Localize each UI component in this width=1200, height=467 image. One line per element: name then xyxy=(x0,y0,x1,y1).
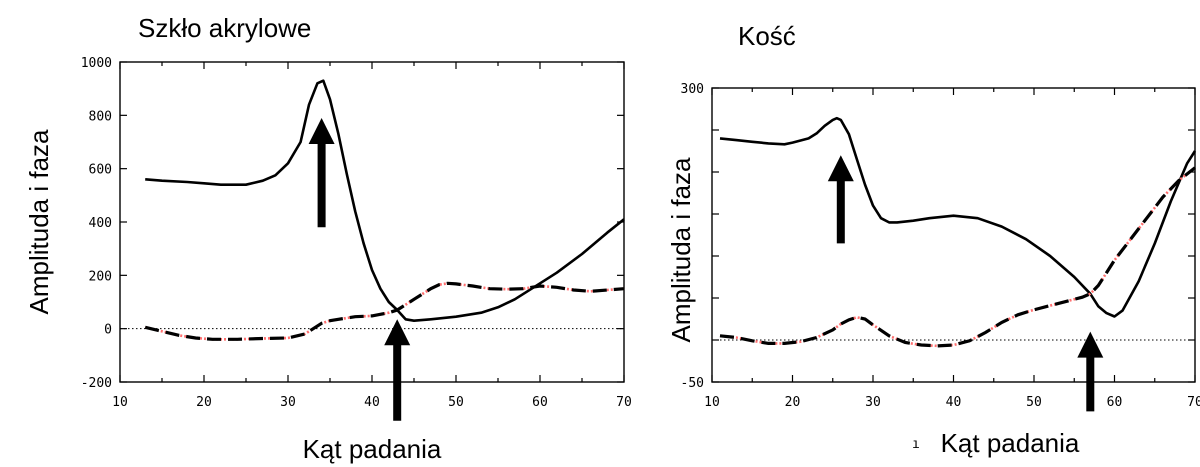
x-tick-label: 40 xyxy=(364,395,380,410)
y-tick-label: 800 xyxy=(89,109,112,124)
chart-acrylic: Szkło akrylowe 10 20 30 40 50 60 70 -200 0 200 400… xyxy=(24,13,632,464)
chart-title: Szkło akrylowe xyxy=(138,13,311,43)
y-tick-label: 400 xyxy=(89,216,112,231)
series-amplitude-line xyxy=(145,79,625,322)
chart-bone: Kość 10 20 30 40 50 60 70 -50 300 Kąt padania Am… xyxy=(666,21,1200,458)
arrow-annotations xyxy=(308,118,411,421)
y-tick-label: 600 xyxy=(89,163,112,178)
y-tick-label: 0 xyxy=(104,323,112,338)
x-axis-label: Kąt padania xyxy=(941,428,1080,458)
x-tick-label: 70 xyxy=(616,395,632,410)
x-tick-label: 30 xyxy=(280,395,296,410)
x-tick-label: 30 xyxy=(865,395,881,410)
arrow-up-annotation xyxy=(384,319,411,421)
x-tick-label: 20 xyxy=(196,395,212,410)
series-phase-dashed-line xyxy=(719,166,1196,348)
y-tick-label: -50 xyxy=(681,376,704,391)
tick-labels: 10 20 30 40 50 60 70 -50 300 xyxy=(681,82,1200,410)
y-tick-label: 200 xyxy=(89,269,112,284)
plot-frame xyxy=(119,61,625,383)
tick-marks xyxy=(119,61,625,383)
x-tick-label: 60 xyxy=(532,395,548,410)
y-tick-label: 1000 xyxy=(81,56,112,71)
series-phase-dashed-line xyxy=(144,281,625,341)
y-tick-label: -200 xyxy=(81,376,112,391)
x-tick-label: 10 xyxy=(112,395,128,410)
chart-title: Kość xyxy=(738,21,796,51)
x-axis-label: Kąt padania xyxy=(303,434,442,464)
arrow-up-annotation xyxy=(827,155,854,244)
plot-frame xyxy=(711,87,1196,383)
arrow-up-annotation xyxy=(1077,331,1104,412)
x-tick-label: 20 xyxy=(785,395,801,410)
y-axis-label: Amplituda i faza xyxy=(666,157,696,343)
series-group xyxy=(144,79,625,341)
tick-marks xyxy=(711,87,1196,383)
x-tick-label: 50 xyxy=(448,395,464,410)
x-tick-label: 40 xyxy=(946,395,962,410)
x-tick-label: 60 xyxy=(1107,395,1123,410)
x-tick-label: 10 xyxy=(704,395,720,410)
y-axis-label: Amplituda i faza xyxy=(24,129,54,315)
y-tick-label: 300 xyxy=(681,82,704,97)
series-amplitude-line xyxy=(719,116,1197,318)
tick-labels: 10 20 30 40 50 60 70 -200 0 200 400 600 800 1000 xyxy=(81,56,632,410)
stray-mark: ı xyxy=(912,437,920,452)
x-tick-label: 70 xyxy=(1187,395,1200,410)
arrow-annotations xyxy=(827,155,1104,412)
series-group xyxy=(719,116,1197,348)
series-phase-markers xyxy=(719,166,1196,348)
x-tick-label: 50 xyxy=(1026,395,1042,410)
series-phase-markers xyxy=(144,281,625,341)
arrow-up-annotation xyxy=(308,118,335,228)
